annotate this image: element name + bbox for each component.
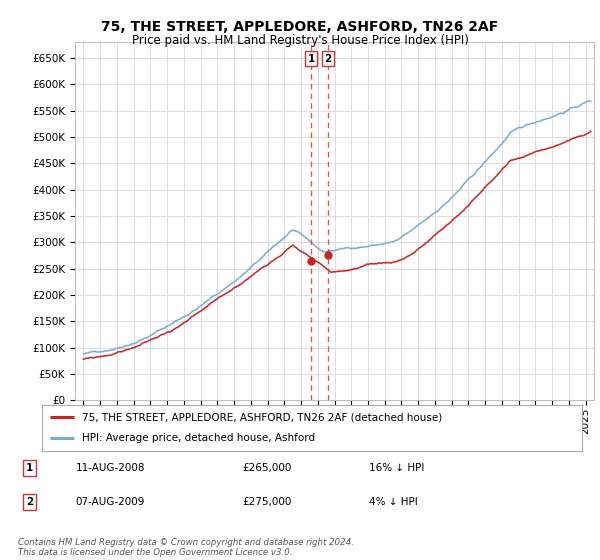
Text: 75, THE STREET, APPLEDORE, ASHFORD, TN26 2AF: 75, THE STREET, APPLEDORE, ASHFORD, TN26… <box>101 20 499 34</box>
Text: HPI: Average price, detached house, Ashford: HPI: Average price, detached house, Ashf… <box>83 433 316 444</box>
Text: 4% ↓ HPI: 4% ↓ HPI <box>369 497 418 507</box>
Text: 07-AUG-2009: 07-AUG-2009 <box>76 497 145 507</box>
Text: 16% ↓ HPI: 16% ↓ HPI <box>369 463 424 473</box>
Text: 75, THE STREET, APPLEDORE, ASHFORD, TN26 2AF (detached house): 75, THE STREET, APPLEDORE, ASHFORD, TN26… <box>83 412 443 422</box>
Text: Price paid vs. HM Land Registry's House Price Index (HPI): Price paid vs. HM Land Registry's House … <box>131 34 469 46</box>
Text: 2: 2 <box>324 54 331 64</box>
Text: 1: 1 <box>26 463 33 473</box>
Text: 11-AUG-2008: 11-AUG-2008 <box>76 463 145 473</box>
Text: 1: 1 <box>307 54 314 64</box>
Text: Contains HM Land Registry data © Crown copyright and database right 2024.
This d: Contains HM Land Registry data © Crown c… <box>18 538 354 557</box>
Text: 2: 2 <box>26 497 33 507</box>
Text: £265,000: £265,000 <box>242 463 292 473</box>
Text: £275,000: £275,000 <box>242 497 292 507</box>
